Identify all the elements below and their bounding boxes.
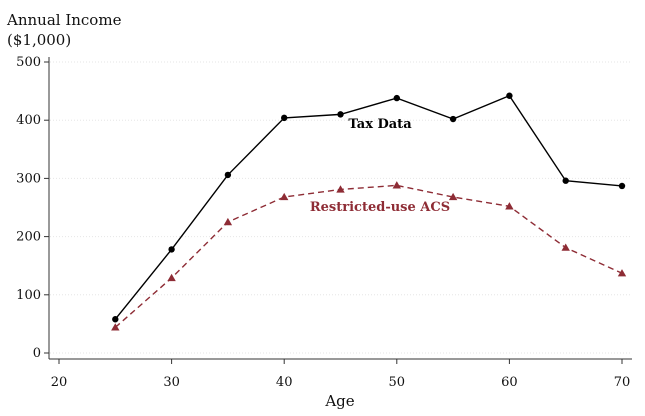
data-point-tax-data (112, 316, 119, 323)
y-tick-label: 0 (33, 346, 41, 361)
axes (48, 57, 632, 360)
grid-lines (50, 61, 632, 354)
x-tick-label: 60 (501, 375, 518, 390)
data-point-restricted-use-acs (336, 185, 345, 193)
x-ticks: 20 30 40 50 60 70 (51, 359, 631, 390)
x-tick-label: 30 (163, 375, 180, 390)
data-point-tax-data (618, 182, 626, 190)
data-point-restricted-use-acs (448, 192, 458, 201)
y-tick-label: 100 (16, 288, 41, 303)
data-point-tax-data (281, 114, 288, 122)
y-axis-title-line-2: ($1,000) (7, 31, 72, 49)
data-point-tax-data (224, 171, 232, 179)
data-point-restricted-use-acs (223, 217, 233, 226)
series-line-tax-data (114, 94, 623, 320)
data-point-tax-data (562, 177, 569, 184)
data-point-restricted-use-acs (617, 269, 627, 277)
data-point-restricted-use-acs (167, 273, 176, 282)
data-point-tax-data (506, 92, 513, 99)
data-point-tax-data (337, 111, 344, 118)
data-point-restricted-use-acs (392, 181, 401, 189)
data-point-restricted-use-acs (280, 192, 289, 201)
x-tick-label: 40 (276, 375, 293, 390)
y-axis-title-line-1: Annual Income (7, 11, 122, 29)
x-tick-label: 70 (614, 375, 631, 390)
x-tick-label: 50 (389, 375, 406, 390)
data-point-tax-data (393, 94, 400, 102)
x-axis-title: Age (324, 392, 354, 410)
data-point-restricted-use-acs (111, 323, 120, 331)
data-point-restricted-use-acs (561, 243, 570, 251)
series-line-restricted-use-acs (114, 184, 623, 328)
data-point-tax-data (449, 115, 457, 123)
series-label-tax-data: Tax Data (348, 117, 412, 132)
x-tick-label: 20 (51, 375, 68, 390)
y-tick-label: 400 (16, 113, 41, 128)
y-tick-label: 500 (16, 55, 41, 70)
series-lines (111, 92, 627, 331)
y-tick-label: 200 (16, 230, 41, 245)
y-ticks: 0 100 200 300 400 500 (16, 55, 49, 361)
data-point-tax-data (168, 246, 175, 253)
series-label-restricted-use-acs: Restricted-use ACS (310, 200, 450, 215)
data-point-restricted-use-acs (505, 202, 514, 210)
y-tick-label: 300 (16, 171, 41, 186)
